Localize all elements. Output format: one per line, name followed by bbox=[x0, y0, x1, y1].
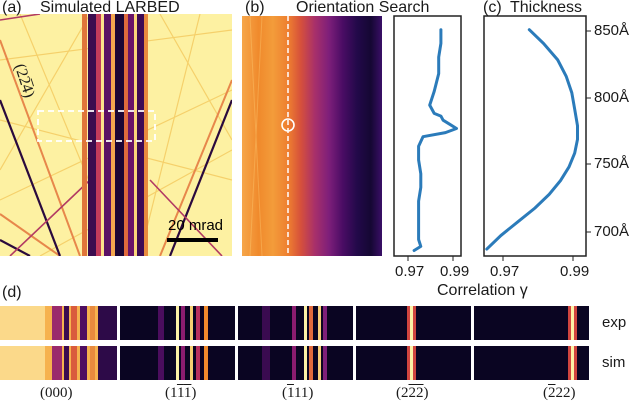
panel-b-title: Orientation Search bbox=[296, 0, 430, 16]
scale-bar bbox=[167, 238, 218, 242]
strip-2-22-sim bbox=[356, 346, 471, 380]
systematic-row-band bbox=[82, 14, 148, 256]
reflection-111: (111) bbox=[282, 386, 313, 401]
correlation-axis-title: Correlation γ bbox=[437, 282, 528, 299]
strip-111-exp bbox=[238, 306, 353, 340]
panel-c-label: (c) bbox=[483, 0, 502, 16]
thickness-tick-700: 700Å bbox=[594, 223, 630, 240]
thickness-correlation-curve bbox=[485, 28, 579, 251]
panel-a-label: (a) bbox=[2, 0, 22, 16]
panel-b-label: (b) bbox=[245, 0, 265, 16]
correlation-ticks-b bbox=[407, 256, 454, 261]
corr-tick-c-097: 0.97 bbox=[490, 263, 520, 280]
reflection-1-11-p1: 1 bbox=[176, 385, 184, 401]
best-match-marker bbox=[281, 118, 295, 132]
reflection-111-p2: 11) bbox=[293, 385, 314, 401]
reflection-000-text: (000) bbox=[40, 385, 73, 401]
corr-tick-c-099: 0.99 bbox=[560, 263, 590, 280]
thickness-correlation-plot bbox=[483, 15, 587, 257]
reflection-2-22: (222) bbox=[396, 386, 429, 401]
reflection-1-11-p2: 1 bbox=[183, 385, 192, 401]
reflection-222-p0: ( bbox=[543, 385, 548, 401]
correlation-ticks-c bbox=[502, 256, 574, 261]
scalebar-label: 20 mrad bbox=[168, 217, 224, 234]
corr-tick-b-097: 0.97 bbox=[395, 263, 425, 280]
row-label-sim: sim bbox=[602, 354, 626, 371]
reflection-1-11-p3: ) bbox=[191, 385, 197, 401]
exp-strips bbox=[0, 306, 589, 340]
thickness-tick-750: 750Å bbox=[594, 155, 630, 172]
reflection-222-p2: 22) bbox=[555, 385, 576, 401]
panel-a-title: Simulated LARBED bbox=[40, 0, 180, 16]
reflection-2-22-p0: (2 bbox=[396, 385, 409, 401]
thickness-ticks bbox=[586, 30, 591, 233]
strip-111-sim bbox=[238, 346, 353, 380]
reflection-1-11-p0: (1 bbox=[165, 385, 177, 401]
thickness-tick-800: 800Å bbox=[594, 89, 630, 106]
thickness-tick-850: 850Å bbox=[594, 22, 630, 39]
reflection-2-22-p2: 2 bbox=[416, 385, 424, 401]
reflection-2-22-p1: 2 bbox=[408, 385, 417, 401]
orientation-map bbox=[242, 16, 382, 256]
reflection-000: (000) bbox=[40, 386, 73, 401]
strip-1-11-sim bbox=[120, 346, 235, 380]
reflection-111-p0: ( bbox=[282, 385, 287, 401]
larbed-pattern bbox=[0, 14, 232, 256]
reflection-111-p1: 1 bbox=[287, 385, 294, 401]
strip-222-exp bbox=[474, 306, 589, 340]
sim-strips bbox=[0, 346, 589, 380]
orientation-box bbox=[37, 110, 156, 142]
strip-000-sim bbox=[0, 346, 117, 380]
reflection-222-p1: 2 bbox=[548, 385, 556, 401]
strip-2-22-exp bbox=[356, 306, 471, 340]
strip-1-11-exp bbox=[120, 306, 235, 340]
strip-000-exp bbox=[0, 306, 117, 340]
reflection-1-11: (111) bbox=[165, 386, 196, 401]
row-label-exp: exp bbox=[602, 314, 627, 331]
panel-d-label: (d) bbox=[2, 284, 22, 301]
panel-c-title: Thickness bbox=[510, 0, 583, 16]
orientation-correlation-curve bbox=[412, 28, 458, 252]
strip-222-sim bbox=[474, 346, 589, 380]
corr-tick-b-099: 0.99 bbox=[440, 263, 470, 280]
reflection-222: (222) bbox=[543, 386, 576, 401]
reflection-2-22-p3: ) bbox=[423, 385, 429, 401]
